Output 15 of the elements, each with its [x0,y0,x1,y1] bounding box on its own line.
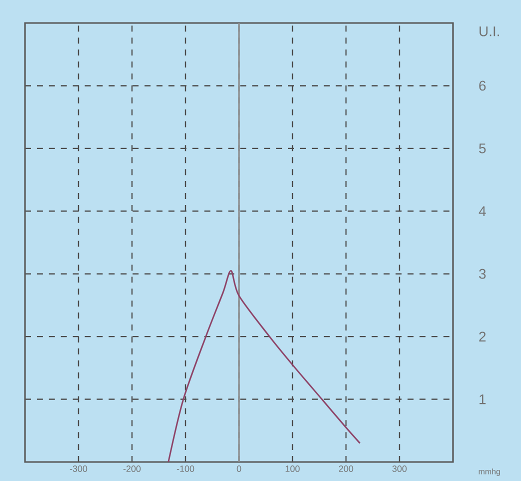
y-tick-label: 1 [480,394,486,404]
y-tick-label: 5 [479,144,486,154]
x-tick-label: 100 [286,466,300,472]
x-tick-label: 200 [338,466,354,472]
line-series [168,270,361,463]
y-tick-label: 2 [479,332,486,342]
x-tick-label: -100 [176,466,194,472]
y-tick-label: 6 [479,80,486,91]
x-tick-label: 300 [392,466,407,472]
x-tick-label: -200 [123,466,141,472]
y-axis-title: U.I. [480,26,499,36]
x-tick-label: -300 [70,466,88,472]
x-tick-label: 0 [236,466,242,472]
y-tick-label: 3 [479,268,486,279]
y-tick-label: 4 [478,206,486,216]
